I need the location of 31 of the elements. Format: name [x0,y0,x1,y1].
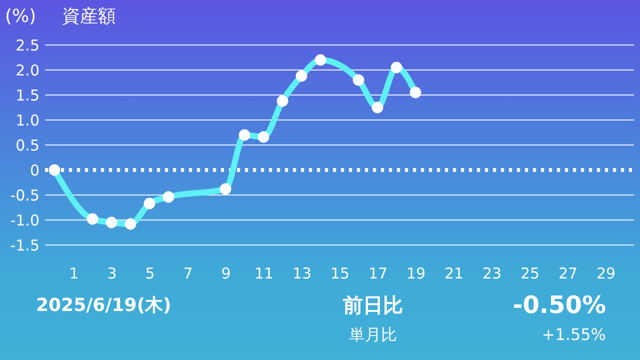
y-tick-label: 2.5 [16,36,40,54]
x-tick-label: 21 [444,264,464,282]
x-tick-label: 23 [482,264,502,282]
x-tick-label: 5 [145,264,155,282]
x-tick-label: 11 [254,264,274,282]
text: 2025/6/19(木) [36,295,172,316]
text: -0.50% [512,291,606,319]
x-tick-label: 9 [221,264,231,282]
x-tick-label: 17 [368,264,388,282]
y-tick-label: 1.0 [16,112,40,130]
y-tick-label: 1.5 [16,86,40,104]
y-tick-label: 0.5 [16,136,40,154]
x-tick-label: 19 [406,264,426,282]
y-tick-label: -1.5 [10,236,40,254]
y-axis-title: (%) [5,6,36,27]
y-tick-label: -1.0 [10,212,40,230]
x-tick-label: 29 [596,264,616,282]
text: 単月比 [349,325,397,344]
text: 前日比 [342,293,403,317]
x-tick-label: 3 [107,264,117,282]
text: +1.55% [542,325,606,344]
x-tick-label: 1 [69,264,79,282]
chart-title: 資産額 [62,6,116,27]
y-tick-label: 0 [30,162,40,180]
x-tick-label: 25 [520,264,540,282]
x-tick-label: 7 [183,264,193,282]
y-tick-label: 2.0 [16,62,40,80]
x-tick-label: 15 [330,264,350,282]
x-tick-label: 13 [292,264,312,282]
y-tick-label: -0.5 [10,186,40,204]
x-tick-label: 27 [558,264,578,282]
